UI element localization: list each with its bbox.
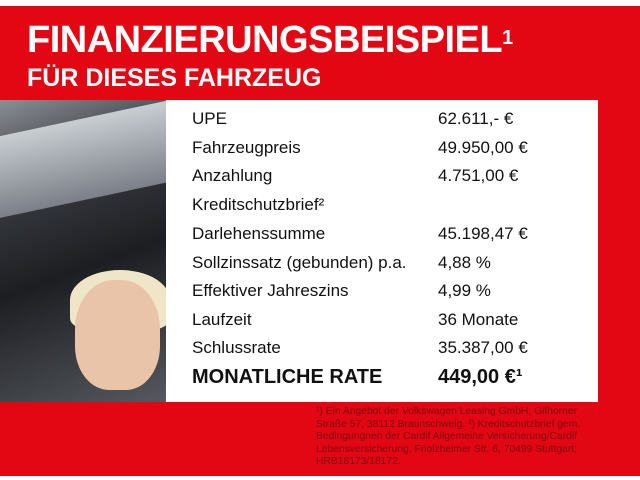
monthly-rate-label: MONATLICHE RATE bbox=[192, 366, 383, 388]
row-value: 45.198,47 € bbox=[438, 224, 528, 243]
monthly-rate-row: MONATLICHE RATE 449,00 €¹ bbox=[192, 366, 592, 388]
monthly-rate-value: 449,00 €¹ bbox=[438, 366, 523, 388]
row-label: Darlehenssumme bbox=[192, 224, 326, 243]
title-text: FINANZIERUNGSBEISPIEL bbox=[27, 19, 503, 61]
table-row: Darlehenssumme 45.198,47 € bbox=[192, 223, 592, 245]
row-label: Fahrzeugpreis bbox=[192, 138, 301, 157]
table-row: Effektiver Jahreszins 4,99 % bbox=[192, 280, 592, 302]
table-row: UPE 62.611,- € bbox=[192, 108, 592, 130]
page-subtitle: FÜR DIESES FAHRZEUG bbox=[27, 64, 322, 92]
table-row: Sollzinssatz (gebunden) p.a. 4,88 % bbox=[192, 252, 592, 274]
row-value: 36 Monate bbox=[438, 310, 519, 329]
row-value: 49.950,00 € bbox=[438, 138, 528, 157]
row-label: Schlussrate bbox=[192, 338, 281, 357]
row-label: Kreditschutzbrief² bbox=[192, 195, 325, 214]
driver-photo bbox=[0, 100, 166, 402]
table-row: Fahrzeugpreis 49.950,00 € bbox=[192, 137, 592, 159]
row-value: 4,99 % bbox=[438, 281, 491, 300]
row-label: Effektiver Jahreszins bbox=[192, 281, 349, 300]
page-title: FINANZIERUNGSBEISPIEL1 bbox=[27, 20, 513, 60]
row-label: Anzahlung bbox=[192, 166, 273, 185]
table-row: Kreditschutzbrief² bbox=[192, 194, 592, 216]
financing-table: UPE 62.611,- € Fahrzeugpreis 49.950,00 € Anz… bbox=[166, 100, 598, 402]
row-label: Sollzinssatz (gebunden) p.a. bbox=[192, 253, 407, 272]
row-value: 4.751,00 € bbox=[438, 166, 519, 185]
footnote: ¹) Ein Angebot der Volkswagen Leasing Gm… bbox=[316, 406, 581, 467]
table-row: Laufzeit 36 Monate bbox=[192, 309, 592, 331]
table-row: Anzahlung 4.751,00 € bbox=[192, 165, 592, 187]
table-row: Schlussrate 35.387,00 € bbox=[192, 337, 592, 359]
row-label: Laufzeit bbox=[192, 310, 252, 329]
title-footnote-mark: 1 bbox=[502, 27, 513, 49]
row-value: 4,88 % bbox=[438, 253, 491, 272]
row-value: 62.611,- € bbox=[438, 109, 514, 128]
row-label: UPE bbox=[192, 109, 227, 128]
row-value: 35.387,00 € bbox=[438, 338, 528, 357]
